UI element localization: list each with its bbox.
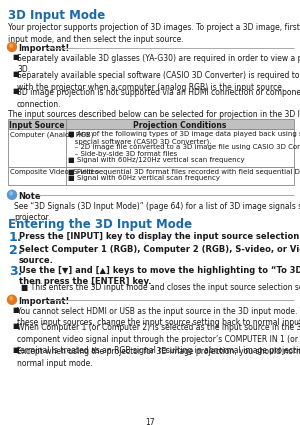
Text: Use the [▼] and [▲] keys to move the highlighting to “To 3D input mode” and
then: Use the [▼] and [▲] keys to move the hig… <box>19 266 300 286</box>
Text: ■ Any of the following types of 3D image data played back using separately avail: ■ Any of the following types of 3D image… <box>68 131 300 145</box>
Text: – Side-by-side 3D format files: – Side-by-side 3D format files <box>68 151 177 157</box>
Text: ■ This enters the 3D input mode and closes the input source selection screen.: ■ This enters the 3D input mode and clos… <box>21 283 300 292</box>
Ellipse shape <box>10 192 13 195</box>
Text: Separately available special software (CASIO 3D Converter) is required to projec: Separately available special software (C… <box>17 71 300 91</box>
Text: ■ Signal with 60Hz/120Hz vertical scan frequency: ■ Signal with 60Hz/120Hz vertical scan f… <box>68 157 244 163</box>
FancyBboxPatch shape <box>8 119 294 129</box>
Text: 3D Input Mode: 3D Input Mode <box>8 9 105 22</box>
Text: ■: ■ <box>12 54 19 60</box>
Text: ■: ■ <box>12 88 19 94</box>
Text: Your projector supports projection of 3D images. To project a 3D image, first en: Your projector supports projection of 3D… <box>8 23 300 44</box>
Text: ■ Field sequential 3D format files recorded with field sequential DVD software, : ■ Field sequential 3D format files recor… <box>68 169 300 175</box>
Text: – 2D image file converted to a 3D image file using CASIO 3D Converter: – 2D image file converted to a 3D image … <box>68 144 300 150</box>
Text: 1.: 1. <box>9 231 22 244</box>
Text: Entering the 3D Input Mode: Entering the 3D Input Mode <box>8 218 192 231</box>
Text: Press the [INPUT] key to display the input source selection screen.: Press the [INPUT] key to display the inp… <box>19 232 300 241</box>
Text: You cannot select HDMI or USB as the input source in the 3D input mode. To use e: You cannot select HDMI or USB as the inp… <box>17 307 300 327</box>
FancyBboxPatch shape <box>8 129 294 167</box>
Text: Select Computer 1 (RGB), Computer 2 (RGB), S-video, or Video as the input
source: Select Computer 1 (RGB), Computer 2 (RGB… <box>19 245 300 265</box>
Ellipse shape <box>10 297 13 300</box>
Text: Note: Note <box>18 192 40 201</box>
Text: ■: ■ <box>12 307 19 313</box>
Text: ■ Signal with 60Hz vertical scan frequency: ■ Signal with 60Hz vertical scan frequen… <box>68 175 220 181</box>
Text: Separately available 3D glasses (YA-G30) are required in order to view a project: Separately available 3D glasses (YA-G30)… <box>17 54 300 74</box>
Text: ■: ■ <box>12 347 19 353</box>
Text: Projection Conditions: Projection Conditions <box>133 121 227 130</box>
Text: Except when using the projector for 3D image projection, you should normally lea: Except when using the projector for 3D i… <box>17 347 300 368</box>
Text: 3D image projection is not supported via an HDMI connection or component video
c: 3D image projection is not supported via… <box>17 88 300 109</box>
Text: ■: ■ <box>12 323 19 329</box>
Circle shape <box>8 295 16 304</box>
Text: 17: 17 <box>145 418 155 425</box>
Text: Important!: Important! <box>18 297 69 306</box>
Text: Input Source: Input Source <box>9 121 65 130</box>
Text: Important!: Important! <box>18 44 69 53</box>
Text: 2.: 2. <box>9 244 22 257</box>
FancyBboxPatch shape <box>8 167 294 185</box>
Text: Computer (Analog RGB): Computer (Analog RGB) <box>10 132 94 138</box>
Circle shape <box>8 42 16 51</box>
Text: See “3D Signals (3D Input Mode)” (page 64) for a list of 3D image signals suppor: See “3D Signals (3D Input Mode)” (page 6… <box>14 202 300 222</box>
Text: The input sources described below can be selected for projection in the 3D Input: The input sources described below can be… <box>8 110 300 119</box>
Ellipse shape <box>10 44 13 47</box>
Circle shape <box>8 190 16 199</box>
Text: Composite Video, S-video: Composite Video, S-video <box>10 169 99 175</box>
Text: When Computer 1 (or Computer 2) is selected as the input source in the 3D input : When Computer 1 (or Computer 2) is selec… <box>17 323 300 355</box>
Text: ■: ■ <box>12 71 19 77</box>
Text: 3.: 3. <box>9 265 22 278</box>
